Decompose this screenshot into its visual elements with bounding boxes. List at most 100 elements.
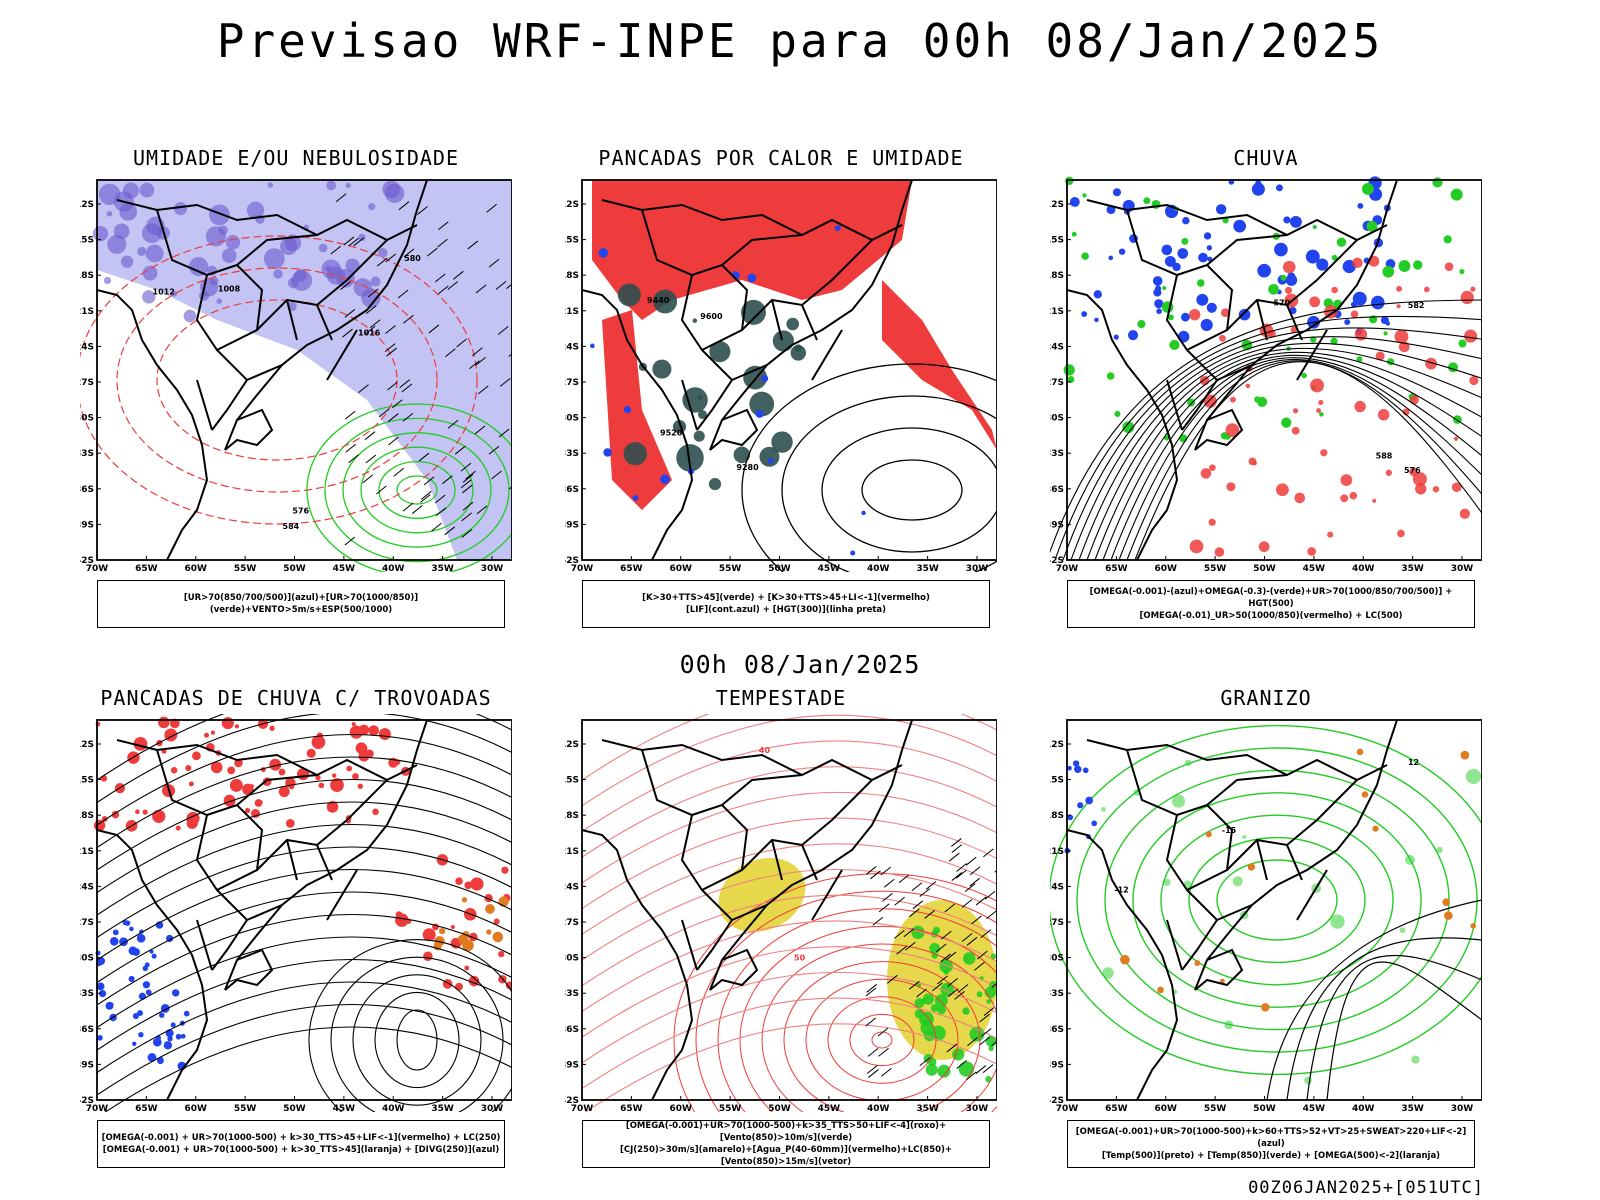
hail-area [1077,802,1084,809]
rain-area [1377,409,1390,421]
wind-vector [940,953,951,963]
omega-strong-area [1220,432,1229,440]
wind-vector [345,443,356,453]
wind-vector [975,896,987,906]
lat-tick-label: 18S [1050,811,1064,821]
lat-tick-label: 33S [565,449,579,459]
wind-vector [435,507,447,517]
map-frame-group: -12 -15 12 [1050,719,1482,1101]
wind-vector [401,383,413,393]
wind-vector [880,866,892,876]
lat-tick-label: 15S [565,236,579,246]
wind-vector [426,247,438,257]
panel-title: PANCADAS DE CHUVA C/ TROVOADAS [100,686,492,710]
wind-vector [447,419,459,429]
cloud-blob [246,201,265,219]
lat-tick-label: 18S [565,811,579,821]
temp850-small [1232,876,1243,887]
omega-area [1154,285,1162,292]
wind-vector [386,347,397,357]
wind-vector [472,347,483,357]
lat-tick-label: 27S [80,918,94,928]
wind-vector [974,961,985,971]
rain-area [1290,326,1298,333]
storm-area [365,749,374,759]
storm-area [351,722,356,727]
instability-area [592,180,912,320]
lat-tick-label: 18S [80,811,94,821]
wind-vector [951,844,963,854]
temp850-small [1399,927,1406,934]
lat-tick-label: 30S [80,954,94,964]
wind-vector [454,445,466,455]
temp850-small [1304,1076,1312,1085]
wind-vector [445,348,456,358]
storm-area [349,725,363,739]
lat-tick-label: 42S [80,556,94,566]
wind-vector [916,988,927,998]
wind-vector [866,1065,878,1074]
wind-vector [508,353,512,357]
streamline-vortex [374,991,460,1089]
wind-vector [983,848,994,858]
divergence-area [105,1001,114,1010]
lat-tick-label: 24S [1050,342,1064,352]
cloud-blob [368,203,376,211]
rain-area [1331,286,1338,294]
rain-area [1340,494,1349,503]
streamline-250 [96,714,512,781]
hgt500-contour [1054,315,1482,561]
omega-area [1316,258,1329,271]
lon-tick-label: 30W [481,1104,504,1112]
storm-area [326,801,339,813]
wind-vector [905,941,916,951]
cloud-blob [216,298,222,305]
country-borders [1086,739,1388,991]
wind850-area [939,959,953,973]
wind-vector [437,221,449,231]
temp500-contour [1266,899,1482,1101]
divergence-area [136,934,146,943]
lat-tick-label: 24S [80,342,94,352]
wind-vector [398,201,410,211]
temp850-small [1102,967,1114,979]
wind-vector [387,381,398,391]
hail-area [1091,820,1098,827]
cloud-blob [142,265,158,281]
rain-area [1350,310,1359,319]
rain-area [1385,469,1392,476]
lon-tick-label: 45W [818,564,841,572]
wind-vector [491,470,502,480]
wind-vector [403,248,415,258]
green-contour [378,460,456,520]
wind850-area [932,926,941,935]
divergence-area [109,937,119,946]
rain-area [1318,399,1324,405]
lif-contour [755,409,764,418]
omega-strong-area [1081,252,1089,260]
wind-vector [393,467,405,477]
wind-vector [954,990,965,1000]
cloud-blob [221,248,237,264]
rain-area [1396,304,1401,309]
storm-area [170,767,178,774]
wind-vector [444,526,456,536]
omega-area [1350,301,1358,308]
wind-vector [453,270,464,280]
storm-orange-area [486,929,492,935]
wind-vector [925,880,937,890]
omega-area [1177,248,1189,259]
coastline [581,179,913,561]
omega-area [1275,184,1283,192]
wind-vector [335,193,347,203]
lat-tick-label: 30S [80,414,94,424]
omega-area [1127,330,1139,341]
pw-contour [717,908,997,1112]
storm-area [330,778,344,792]
wind-vector [411,505,423,514]
temp500-contour [1326,961,1482,1101]
pw-contour [849,1013,915,1067]
omega-strong-area [1063,364,1075,376]
map-frame [581,179,997,561]
